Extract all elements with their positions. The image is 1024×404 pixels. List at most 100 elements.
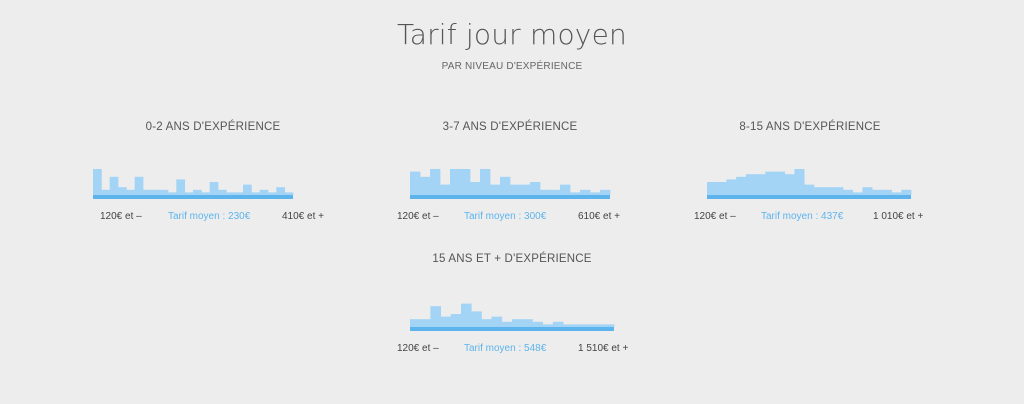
histogram-bar — [126, 189, 136, 195]
max-label: 610€ et + — [578, 211, 620, 222]
histogram-bar — [570, 192, 581, 195]
histogram-bar — [490, 184, 501, 195]
histogram-bar — [159, 189, 169, 195]
histogram-bar — [560, 184, 571, 195]
histogram-bar — [726, 179, 737, 195]
histogram-bar — [460, 169, 471, 195]
histogram-bar — [852, 192, 863, 195]
histogram-bar — [410, 319, 421, 327]
histogram-bar — [784, 174, 795, 195]
histogram-bar — [872, 189, 883, 195]
histogram-bar — [168, 192, 177, 195]
average-label: Tarif moyen : 230€ — [168, 211, 251, 222]
histogram-baseline — [93, 195, 293, 199]
histogram-chart — [93, 169, 294, 199]
panel-title: 15 ANS ET + D'EXPÉRIENCE — [432, 253, 592, 265]
histogram-bar — [268, 192, 277, 195]
histogram-bar — [450, 169, 461, 195]
histogram-bar — [410, 171, 421, 195]
histogram-bar — [101, 189, 111, 195]
max-label: 1 510€ et + — [578, 343, 629, 354]
panel-title: 8-15 ANS D'EXPÉRIENCE — [739, 121, 881, 133]
histogram-bar — [470, 182, 481, 195]
histogram-bar — [259, 189, 269, 195]
histogram-bar — [765, 171, 776, 195]
histogram-bar — [143, 189, 152, 195]
histogram-bar — [440, 316, 452, 327]
histogram-bar — [603, 324, 615, 327]
histogram-bar — [583, 324, 594, 327]
histogram-bar — [151, 189, 161, 195]
histogram-bar — [745, 174, 756, 195]
histogram-bar — [276, 187, 286, 195]
histogram-bar — [530, 182, 541, 195]
histogram-bar — [500, 176, 511, 195]
histogram-bar — [430, 169, 441, 195]
chart-title: Tarif jour moyen — [397, 18, 627, 51]
histogram-bar — [218, 189, 227, 195]
histogram-bar — [176, 179, 186, 195]
histogram-bar — [707, 182, 718, 195]
histogram-bar — [134, 176, 144, 195]
histogram-bar — [471, 311, 482, 327]
histogram-bar — [775, 171, 786, 195]
chart-subtitle: PAR NIVEAU D'EXPÉRIENCE — [441, 61, 583, 72]
histogram-bar — [491, 316, 503, 327]
histogram-bar — [209, 182, 219, 195]
histogram-bar — [901, 189, 912, 195]
histogram-bar — [420, 319, 431, 327]
average-label: Tarif moyen : 300€ — [464, 211, 547, 222]
histogram-bar — [542, 324, 554, 327]
histogram-bar — [532, 321, 543, 327]
histogram-bar — [201, 192, 211, 195]
histogram-bar — [862, 187, 873, 195]
histogram-chart — [707, 169, 912, 199]
histogram-chart — [410, 303, 615, 331]
histogram-bar — [843, 189, 854, 195]
histogram-bar — [823, 187, 834, 195]
histogram-bar — [193, 189, 202, 195]
histogram-bar — [563, 324, 574, 327]
histogram-bar — [813, 187, 824, 195]
min-label: 120€ et – — [397, 343, 439, 354]
histogram-bar — [430, 306, 441, 327]
histogram-bar — [716, 182, 727, 195]
panel-title: 3-7 ANS D'EXPÉRIENCE — [442, 121, 578, 133]
histogram-bar — [580, 189, 591, 195]
histogram-bar — [226, 192, 236, 195]
histogram-bar — [481, 319, 492, 327]
histogram-bar — [243, 184, 252, 195]
histogram-bar — [420, 176, 431, 195]
histogram-bar — [520, 184, 531, 195]
histogram-bar — [600, 189, 611, 195]
average-label: Tarif moyen : 437€ — [761, 211, 844, 222]
histogram-bar — [501, 321, 513, 327]
histogram-bar — [234, 192, 244, 195]
histogram-bar — [881, 189, 892, 195]
histogram-baseline — [707, 195, 911, 199]
histogram-bar — [573, 324, 584, 327]
histogram-bar — [891, 192, 902, 195]
histogram-bar — [440, 184, 451, 195]
histogram-bar — [540, 189, 551, 195]
histogram-baseline — [410, 327, 614, 331]
histogram-bar — [552, 321, 564, 327]
histogram-bar — [550, 189, 561, 195]
min-label: 120€ et – — [397, 211, 439, 222]
histogram-bar — [755, 174, 766, 195]
average-label: Tarif moyen : 548€ — [464, 343, 547, 354]
min-label: 120€ et – — [100, 211, 142, 222]
histogram-bar — [593, 324, 605, 327]
max-label: 1 010€ et + — [873, 211, 924, 222]
max-label: 410€ et + — [282, 211, 324, 222]
histogram-bar — [109, 176, 119, 195]
histogram-bar — [480, 169, 491, 195]
histogram-bar — [93, 169, 102, 195]
histogram-bar — [804, 184, 815, 195]
histogram-bar — [590, 192, 601, 195]
panel-title: 0-2 ANS D'EXPÉRIENCE — [145, 121, 281, 133]
histogram-bar — [184, 192, 194, 195]
histogram-bar — [833, 187, 844, 195]
histogram-bar — [450, 314, 462, 327]
histogram-bar — [284, 192, 294, 195]
